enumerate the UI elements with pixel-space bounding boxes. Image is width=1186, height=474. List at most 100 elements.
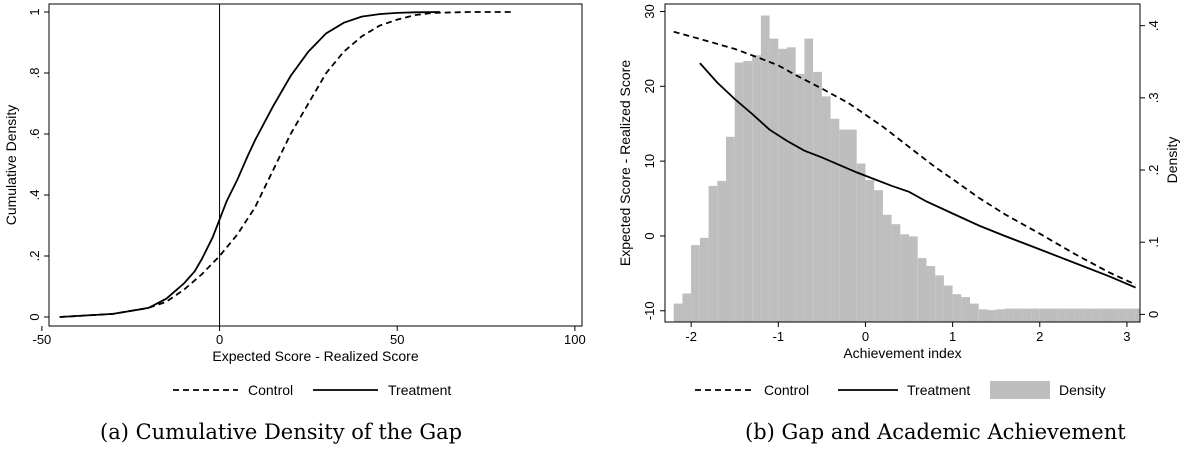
y-axis-label: Cumulative Density [3, 105, 19, 226]
density-bar [874, 190, 883, 322]
caption-b: (b) Gap and Academic Achievement [745, 420, 1126, 444]
y-tick-label: .8 [27, 68, 42, 79]
y-right-axis-label: Density [1164, 137, 1180, 184]
density-bar [1092, 308, 1101, 322]
y-tick-label: -10 [642, 301, 657, 320]
series-line-control [59, 11, 515, 318]
density-bar [752, 55, 761, 323]
density-bar [726, 136, 735, 322]
density-bar [917, 258, 927, 322]
density-bar [943, 285, 953, 322]
density-bar [813, 71, 822, 323]
density-bar [900, 234, 909, 322]
density-bar [1022, 308, 1031, 322]
density-bar [978, 309, 988, 322]
series-line-treatment [699, 62, 1136, 289]
y-tick-label: .2 [27, 251, 42, 262]
density-bar [708, 185, 718, 322]
x-tick-label: 1 [949, 329, 956, 344]
density-bar [1100, 308, 1110, 322]
density-bar [882, 214, 892, 322]
legend-label-control: Control [764, 382, 809, 398]
density-bar [691, 245, 700, 322]
density-bar [1118, 308, 1127, 322]
density-bar [909, 236, 918, 322]
density-bar [804, 38, 814, 322]
x-axis-label: Expected Score - Realized Score [212, 348, 418, 364]
x-tick-label: 0 [216, 332, 223, 347]
y-tick-label: 0 [27, 313, 42, 320]
density-bar [865, 180, 875, 322]
density-bar [1126, 308, 1136, 322]
series-line-treatment [59, 11, 440, 318]
x-tick-label: -1 [773, 329, 785, 344]
x-tick-label: 3 [1123, 329, 1130, 344]
density-bar [1057, 308, 1066, 322]
x-tick-label: 0 [862, 329, 869, 344]
density-bar [769, 38, 779, 322]
density-bar [1004, 308, 1014, 322]
y-axis-label: Expected Score - Realized Score [617, 60, 633, 266]
density-bar [952, 294, 962, 322]
density-bar [935, 275, 944, 322]
density-bar [839, 129, 848, 322]
density-bar [734, 62, 744, 322]
y-right-tick-label: .1 [1146, 237, 1161, 248]
density-bar [1031, 308, 1040, 322]
y-tick-label: .4 [27, 190, 42, 201]
y-tick-label: 20 [642, 79, 657, 93]
density-bar [830, 118, 840, 322]
density-bar [760, 15, 770, 322]
y-right-tick-label: .4 [1146, 20, 1161, 31]
y-tick-label: 10 [642, 154, 657, 168]
y-tick-label: 30 [642, 4, 657, 18]
x-axis-label: Achievement index [843, 345, 961, 361]
legend-label-density: Density [1059, 382, 1106, 398]
density-bar [673, 303, 683, 322]
density-bar [1135, 308, 1140, 322]
density-bar [787, 47, 796, 323]
y-right-tick-label: .2 [1146, 165, 1161, 176]
density-bar [699, 237, 709, 322]
legend-key-density [990, 381, 1050, 399]
series-line-control [673, 30, 1136, 286]
x-tick-label: -2 [685, 329, 697, 344]
density-bar [1048, 308, 1058, 322]
density-bar [743, 61, 753, 322]
density-bar [821, 96, 831, 323]
y-right-tick-label: 0 [1146, 311, 1161, 318]
density-bar [1083, 308, 1092, 322]
y-right-tick-label: .3 [1146, 92, 1161, 103]
density-bar [961, 297, 970, 322]
density-bar [970, 303, 979, 322]
density-bar [717, 180, 726, 322]
density-bar [795, 74, 805, 322]
plot-frame [664, 3, 1141, 323]
density-bar [1013, 308, 1023, 322]
density-bar [1109, 308, 1119, 322]
x-tick-label: -50 [32, 332, 51, 347]
density-bar [848, 129, 857, 322]
density-bar [682, 293, 692, 322]
density-bar [926, 266, 936, 322]
x-tick-label: 2 [1036, 329, 1043, 344]
density-bar [1065, 308, 1075, 322]
x-tick-label: 50 [390, 332, 404, 347]
y-tick-label: .6 [27, 129, 42, 140]
density-bar [856, 163, 866, 322]
y-tick-label: 1 [27, 8, 42, 15]
caption-a: (a) Cumulative Density of the Gap [100, 420, 463, 444]
density-bar [891, 224, 901, 322]
x-tick-label: 100 [564, 332, 586, 347]
y-tick-label: 0 [642, 232, 657, 239]
legend-label-control: Control [248, 382, 293, 398]
plot-frame [48, 3, 583, 327]
chart-cumulative-density: 0 .2 .4 .6 .8 1 -50 0 50 100 Expected Score - Real… [3, 3, 586, 398]
density-bar [778, 48, 787, 323]
density-bar [996, 309, 1005, 322]
legend-label-treatment: Treatment [388, 382, 451, 398]
density-bar [987, 310, 997, 322]
density-bar [1039, 308, 1049, 322]
